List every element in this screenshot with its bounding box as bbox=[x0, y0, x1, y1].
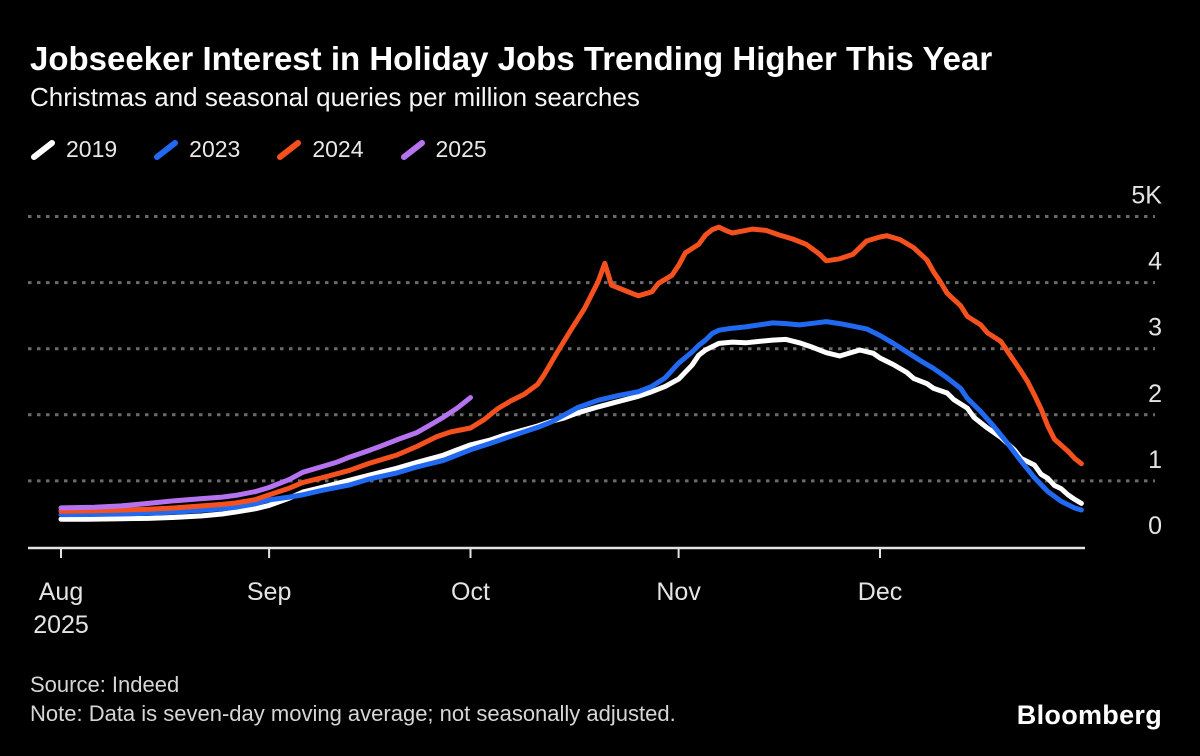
legend-item-2025: 2025 bbox=[400, 136, 487, 163]
legend-line-swatch-icon bbox=[400, 139, 425, 160]
x-tick-label-Sep: Sep bbox=[247, 578, 291, 606]
series-line-2025 bbox=[58, 395, 473, 511]
y-tick-label-4: 4 bbox=[1148, 248, 1162, 276]
y-tick-label-2: 2 bbox=[1148, 380, 1162, 408]
y-tick-label-1: 1 bbox=[1148, 446, 1162, 474]
legend-line-swatch-icon bbox=[154, 139, 179, 160]
legend-item-label: 2023 bbox=[189, 136, 241, 162]
legend-line-swatch-icon bbox=[31, 139, 55, 160]
legend-item-2024: 2024 bbox=[276, 136, 364, 163]
x-tick-label-Nov: Nov bbox=[656, 578, 701, 606]
x-tick-label-Oct: Oct bbox=[451, 578, 490, 606]
bloomberg-wordmark: Bloomberg bbox=[1016, 700, 1162, 730]
legend-item-2019: 2019 bbox=[30, 136, 117, 163]
legend-item-label: 2019 bbox=[66, 136, 118, 162]
legend-line-swatch-icon bbox=[277, 139, 302, 160]
x-tick-year-label: 2025 bbox=[33, 611, 89, 639]
chart-title: Jobseeker Interest in Holiday Jobs Trend… bbox=[30, 40, 993, 77]
series-line-2024 bbox=[58, 224, 1084, 514]
note-line: Note: Data is seven-day moving average; … bbox=[30, 701, 676, 726]
chart-legend: 2019 2023 2024 2025 bbox=[30, 136, 487, 163]
legend-item-label: 2025 bbox=[435, 136, 487, 162]
y-tick-label-5K: 5K bbox=[1131, 182, 1162, 210]
y-tick-label-3: 3 bbox=[1148, 314, 1162, 342]
series-line-2023 bbox=[58, 319, 1084, 518]
source-line: Source: Indeed bbox=[30, 672, 180, 697]
x-tick-label-Dec: Dec bbox=[858, 578, 902, 606]
chart-subtitle: Christmas and seasonal queries per milli… bbox=[30, 82, 640, 112]
legend-item-label: 2024 bbox=[312, 136, 364, 162]
y-tick-label-0: 0 bbox=[1148, 512, 1162, 540]
series-line-2019 bbox=[58, 336, 1084, 522]
legend-item-2023: 2023 bbox=[153, 136, 240, 163]
x-tick-label-Aug: Aug bbox=[39, 578, 83, 606]
